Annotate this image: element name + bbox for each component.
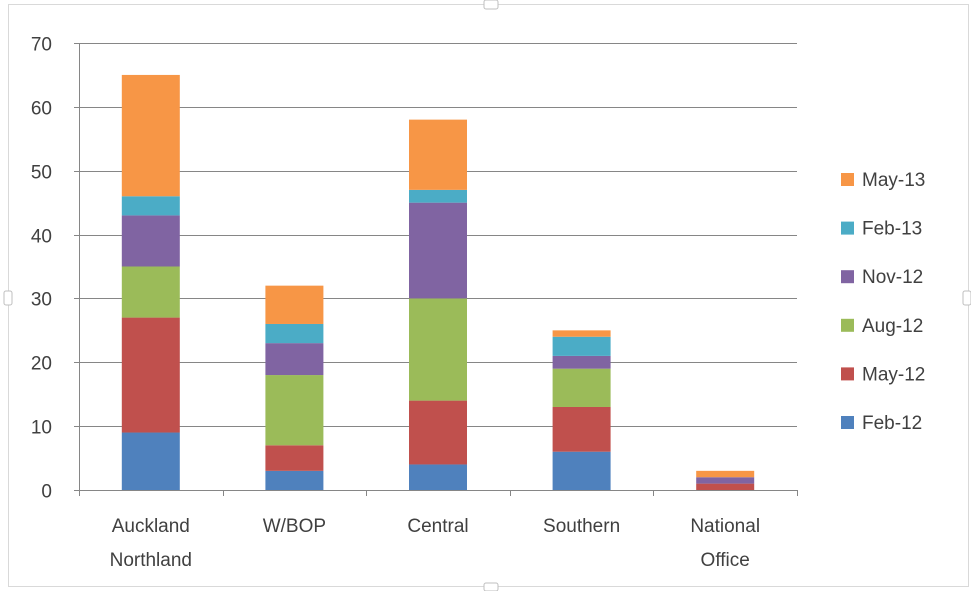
bar-segment[interactable]	[121, 215, 180, 267]
bar-segment[interactable]	[265, 445, 324, 471]
legend-label[interactable]: Aug-12	[862, 316, 923, 337]
legend-swatch	[841, 221, 854, 235]
bar-segment[interactable]	[552, 368, 611, 407]
bar-segment[interactable]	[265, 285, 324, 324]
bar-segment[interactable]	[409, 119, 467, 190]
y-tick-label: 0	[41, 482, 52, 503]
x-tick-label: Northland	[110, 550, 192, 571]
bar-segment[interactable]	[409, 400, 467, 465]
y-tick-label: 70	[31, 35, 52, 56]
legend-swatch	[841, 416, 854, 429]
resize-handle-left[interactable]	[3, 290, 13, 306]
legend-label[interactable]: May-13	[862, 170, 925, 191]
bar-segment[interactable]	[265, 375, 324, 446]
legend-swatch	[841, 318, 854, 332]
bar-segment[interactable]	[696, 477, 755, 484]
bar-segment[interactable]	[409, 464, 467, 490]
y-tick-label: 50	[31, 163, 52, 184]
x-tick-label: National	[690, 516, 760, 537]
resize-handle-bottom[interactable]	[483, 582, 499, 592]
bar-segment[interactable]	[121, 74, 180, 197]
legend-label[interactable]: May-12	[862, 364, 925, 385]
axes: 0 10 20 30 40 50 60 70 Auckland Northland W/BOP Cen…	[31, 35, 798, 571]
y-tick-label: 60	[31, 99, 52, 120]
y-tick-label: 10	[31, 418, 52, 439]
bar-segment[interactable]	[265, 343, 324, 376]
resize-handle-top[interactable]	[483, 0, 499, 10]
legend-label[interactable]: Nov-12	[862, 267, 923, 288]
x-tick-label: Office	[701, 550, 750, 571]
legend-swatch	[841, 367, 854, 381]
bar-segment[interactable]	[409, 189, 467, 203]
legend-label[interactable]: Feb-12	[862, 413, 922, 434]
bar-segment[interactable]	[121, 317, 180, 433]
x-tick-label: Central	[407, 516, 468, 537]
bar-segment[interactable]	[552, 406, 611, 452]
bar-segment[interactable]	[265, 470, 324, 490]
bar-segment[interactable]	[265, 323, 324, 344]
bar-segment[interactable]	[552, 330, 611, 337]
x-tick-label: W/BOP	[263, 516, 326, 537]
bar-segment[interactable]	[121, 266, 180, 318]
legend-swatch	[841, 270, 854, 284]
y-tick-label: 20	[31, 354, 52, 375]
legend-swatch	[841, 173, 854, 186]
bar-segment[interactable]	[552, 336, 611, 356]
bar-segment[interactable]	[409, 298, 467, 401]
bar-segment[interactable]	[121, 196, 180, 216]
y-tick-label: 30	[31, 290, 52, 311]
bar-segment[interactable]	[552, 451, 611, 490]
legend: May-13 Feb-13 Nov-12 Aug-12 May-12 Feb-12	[841, 170, 925, 434]
y-tick-label: 40	[31, 227, 52, 248]
bar-segment[interactable]	[409, 202, 467, 299]
bar-segment[interactable]	[552, 355, 611, 369]
x-tick-label: Southern	[543, 516, 620, 537]
resize-handle-right[interactable]	[962, 290, 971, 306]
x-tick-label: Auckland	[112, 516, 190, 537]
bars	[121, 74, 755, 490]
bar-segment[interactable]	[121, 432, 180, 490]
bar-segment[interactable]	[696, 483, 755, 490]
legend-label[interactable]: Feb-13	[862, 219, 922, 240]
bar-segment[interactable]	[696, 470, 755, 478]
